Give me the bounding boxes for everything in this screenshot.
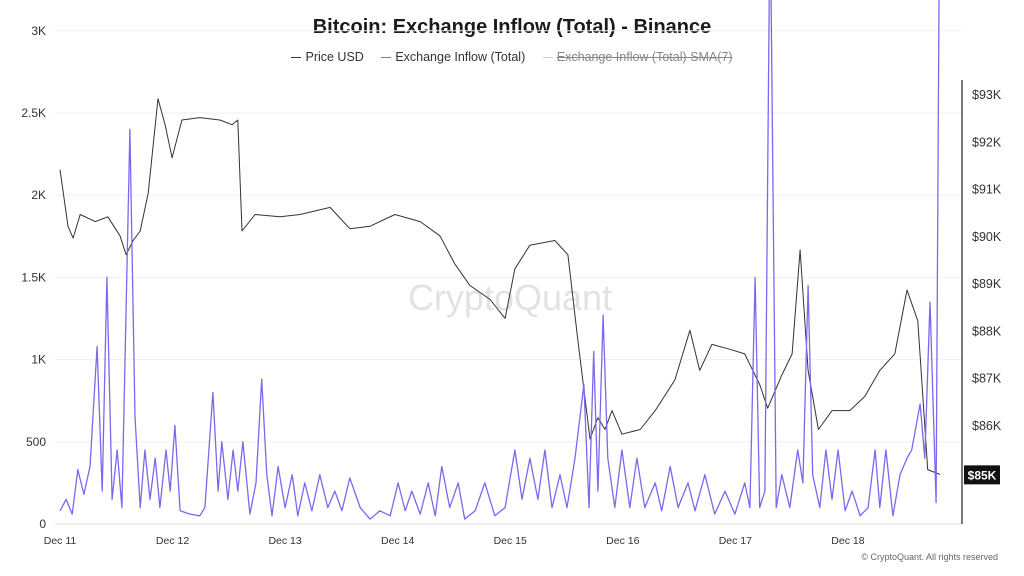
y-left-tick-label: 1K (31, 353, 46, 367)
legend: Price USD Exchange Inflow (Total) Exchan… (0, 50, 1024, 64)
y-right-tick-label: $88K (972, 324, 1002, 338)
watermark: CryptoQuant (408, 277, 612, 318)
x-tick-label: Dec 12 (156, 535, 189, 547)
current-price-label: $85K (968, 468, 997, 482)
price-line (59, 98, 940, 475)
current-price-badge (964, 465, 1000, 485)
y-left-tick-label: 1.5K (21, 270, 46, 284)
x-tick-label: Dec 18 (831, 535, 864, 547)
x-tick-label: Dec 16 (606, 535, 639, 547)
chart-title: Bitcoin: Exchange Inflow (Total) - Binan… (312, 16, 712, 38)
y-right-tick-label: $87K (972, 372, 1002, 386)
x-tick-label: Dec 15 (494, 535, 527, 547)
y-left-tick-label: 500 (26, 435, 46, 449)
legend-label: Price USD (305, 50, 364, 64)
legend-item-inflow[interactable]: Exchange Inflow (Total) (381, 50, 525, 64)
y-right-tick-label: $86K (972, 419, 1002, 433)
legend-item-sma[interactable]: Exchange Inflow (Total) SMA(7) (542, 50, 733, 64)
legend-swatch (542, 57, 553, 59)
inflow-line (59, 0, 940, 520)
y-right-tick-label: $92K (972, 135, 1002, 149)
legend-label: Exchange Inflow (Total) (395, 50, 526, 64)
legend-item-price[interactable]: Price USD (291, 50, 364, 64)
y-right-tick-label: $90K (972, 230, 1002, 244)
legend-swatch (291, 57, 302, 59)
y-left-tick-label: 3K (31, 24, 46, 38)
y-right-tick-label: $93K (972, 88, 1002, 102)
x-tick-label: Dec 13 (268, 535, 301, 547)
y-right-tick-label: $89K (972, 277, 1002, 291)
y-left-tick-label: 0 (39, 517, 46, 531)
x-tick-label: Dec 11 (44, 535, 77, 547)
legend-swatch (381, 57, 392, 59)
y-right-tick-label: $91K (972, 183, 1002, 197)
x-tick-label: Dec 14 (381, 535, 414, 547)
x-tick-label: Dec 17 (719, 535, 752, 547)
y-left-tick-label: 2.5K (21, 106, 46, 120)
copyright-footer: © CryptoQuant. All rights reserved (861, 552, 998, 562)
legend-label: Exchange Inflow (Total) SMA(7) (556, 50, 733, 64)
y-left-tick-label: 2K (31, 188, 46, 202)
